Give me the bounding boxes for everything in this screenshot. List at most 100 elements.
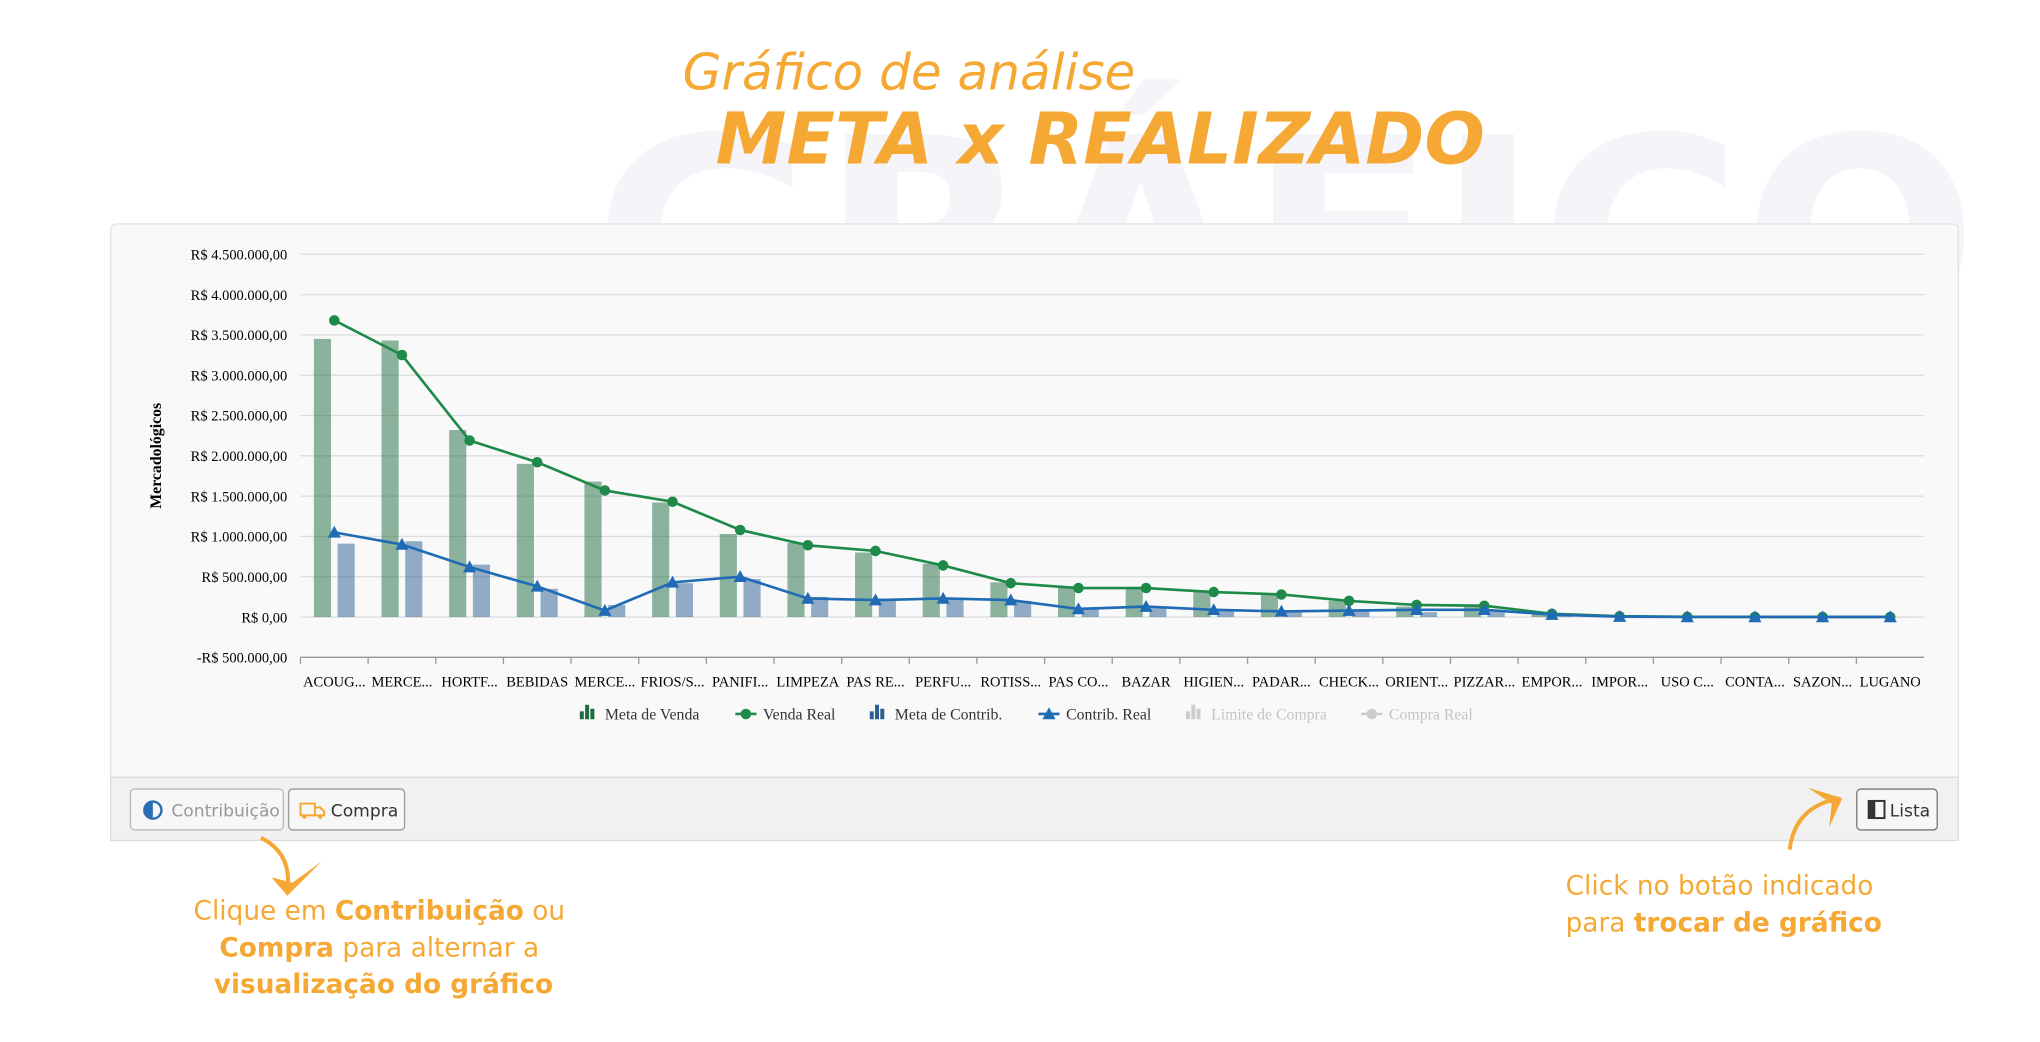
bar <box>1260 593 1279 618</box>
bar <box>337 543 355 618</box>
point <box>1410 603 1424 616</box>
point <box>1613 610 1627 622</box>
bar <box>1463 606 1482 618</box>
bar <box>1217 608 1235 618</box>
point <box>1815 610 1830 623</box>
bar <box>516 463 534 618</box>
bar <box>540 588 558 618</box>
toolbar <box>110 776 1959 842</box>
point <box>531 456 543 468</box>
point <box>1140 582 1152 594</box>
bar <box>1352 611 1370 618</box>
y-tick-label: R$ 1.500.000,00 <box>191 489 288 505</box>
x-tick-label: IMPOR... <box>1591 674 1648 690</box>
point <box>464 435 475 446</box>
point <box>1477 603 1491 616</box>
bar <box>1149 608 1167 618</box>
x-tick-label: HIGIEN... <box>1183 674 1244 690</box>
line <box>334 531 1891 619</box>
legend-label: Limite de Compra <box>1211 706 1327 723</box>
bar <box>878 598 896 618</box>
subtitle: META x REALIZADO <box>716 97 1485 180</box>
y-tick-label: R$ 4.500.000,00 <box>191 248 288 264</box>
button-label: Lista <box>1890 802 1930 822</box>
x-tick-label: PERFU... <box>915 674 971 690</box>
point <box>667 496 678 508</box>
legend-icon <box>1366 708 1378 720</box>
point <box>1208 586 1219 598</box>
x-tick-label: BAZAR <box>1122 674 1171 690</box>
x-tick-label: PADAR... <box>1252 674 1311 690</box>
arrow-head <box>271 861 322 896</box>
x-tick-label: MERCE... <box>574 674 635 690</box>
bar <box>1284 610 1302 618</box>
x-tick-label: SAZON... <box>1793 674 1852 690</box>
arrow-head <box>1808 787 1843 828</box>
bar <box>811 596 829 618</box>
point <box>396 349 408 361</box>
legend-label: Meta de Contrib. <box>895 706 1003 723</box>
point <box>733 570 747 582</box>
x-tick-label: MERCE... <box>372 674 433 690</box>
bar <box>381 340 399 618</box>
legend-icon <box>1042 707 1056 720</box>
button-contrib[interactable]: Contribuição <box>129 788 284 831</box>
x-tick-label: CONTA... <box>1725 674 1785 690</box>
bar <box>449 429 467 618</box>
legend-icon <box>579 711 584 720</box>
point <box>1207 603 1221 616</box>
x-tick-label: ROTISS... <box>980 674 1041 690</box>
x-tick-label: LIMPEZA <box>776 674 839 690</box>
button-label: Contribuição <box>171 802 280 822</box>
point <box>1342 603 1356 616</box>
point <box>1545 608 1559 620</box>
point <box>599 485 611 496</box>
button-lista[interactable]: Lista <box>1856 788 1938 831</box>
x-tick-label: USO C... <box>1661 674 1714 690</box>
x-tick-label: PAS RE... <box>846 674 904 690</box>
y-axis-label: Mercadológicos <box>148 403 165 509</box>
legend-icon <box>875 704 879 720</box>
point <box>1004 593 1018 606</box>
point <box>1276 589 1287 600</box>
bar <box>675 583 693 618</box>
y-tick-label: R$ 1.000.000,00 <box>191 530 288 546</box>
x-tick-label: PAS CO... <box>1048 674 1108 690</box>
legend-icon <box>590 708 595 720</box>
point <box>1680 610 1694 623</box>
x-tick-label: BEBIDAS <box>506 674 568 690</box>
legend-icon <box>1186 711 1190 720</box>
annotation-left: Clique em Contribuição ou Compra para al… <box>194 896 574 1000</box>
point <box>395 537 409 550</box>
point <box>1343 595 1355 607</box>
bar <box>652 502 670 618</box>
bar <box>405 541 423 618</box>
point <box>868 593 883 606</box>
bar <box>1081 607 1099 618</box>
y-tick-label: R$ 0,00 <box>241 610 287 626</box>
bar <box>855 552 873 618</box>
point <box>937 560 949 571</box>
bar <box>743 579 761 618</box>
point <box>1005 577 1017 589</box>
x-tick-label: FRIOS/S... <box>641 674 705 690</box>
legend-label: Contrib. Real <box>1066 706 1152 723</box>
bar <box>472 564 491 618</box>
point <box>936 591 950 604</box>
legend-icon <box>740 708 752 720</box>
point <box>734 524 746 536</box>
point <box>1073 582 1084 594</box>
button-compra[interactable]: Compra <box>287 788 406 831</box>
bar <box>1193 590 1211 618</box>
button-label: Compra <box>331 802 398 822</box>
point <box>462 560 477 573</box>
legend-label: Meta de Venda <box>605 706 699 723</box>
point <box>327 525 341 538</box>
point <box>1139 599 1153 612</box>
bar <box>1487 611 1505 618</box>
x-tick-label: ACOUG... <box>303 674 365 690</box>
bar <box>1396 606 1414 618</box>
point <box>665 575 680 588</box>
bar <box>1419 612 1438 618</box>
